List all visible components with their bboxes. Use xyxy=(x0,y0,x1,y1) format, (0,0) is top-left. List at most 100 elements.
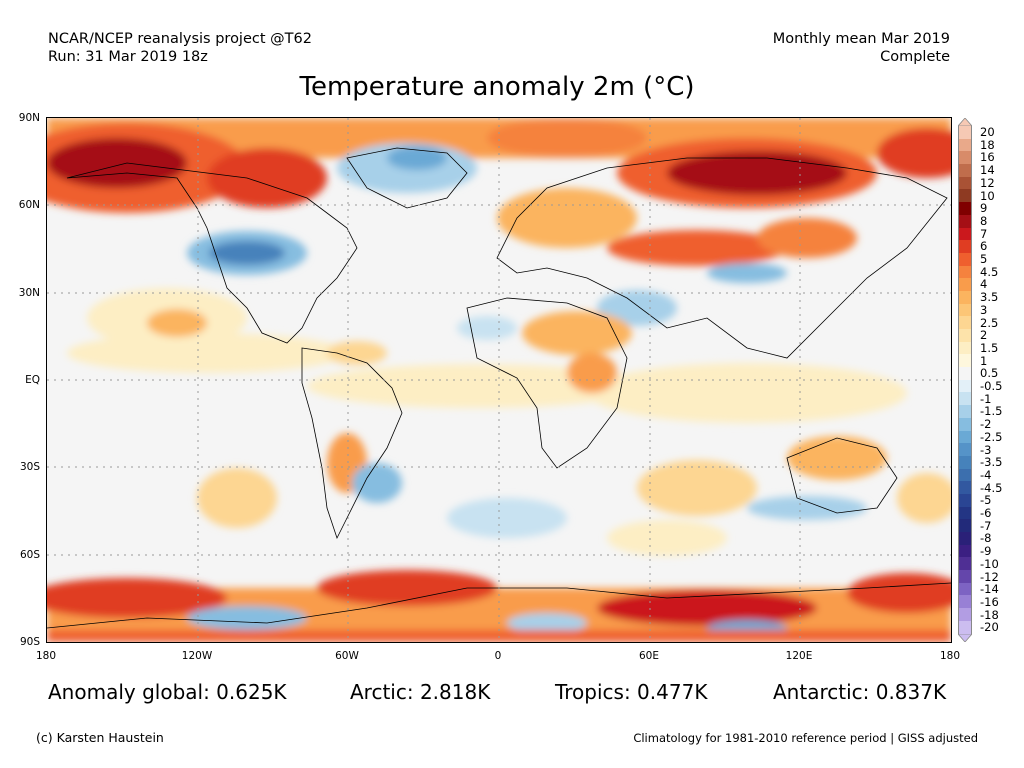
lon-label-120e: 120E xyxy=(785,650,813,662)
legend-swatch xyxy=(958,519,972,532)
lon-label-60w: 60W xyxy=(335,650,359,662)
climatology-note: Climatology for 1981-2010 reference peri… xyxy=(633,731,978,745)
stat-antarctic: Antarctic: 0.837K xyxy=(773,680,947,704)
legend-label: 12 xyxy=(980,175,995,190)
legend-swatch xyxy=(958,202,972,215)
legend-swatch xyxy=(958,379,972,393)
legend-label: -10 xyxy=(980,556,999,571)
stat-tropics: Tropics: 0.477K xyxy=(555,680,708,704)
period-line: Monthly mean Mar 2019 xyxy=(772,31,950,47)
legend-label: 1 xyxy=(980,353,988,368)
legend-swatch xyxy=(958,468,972,482)
lat-label-30s: 30S xyxy=(19,461,40,473)
lon-label-180e: 180 xyxy=(939,650,961,662)
status-line: Complete xyxy=(880,49,950,65)
legend-swatch xyxy=(958,214,972,228)
run-line: Run: 31 Mar 2019 18z xyxy=(48,49,208,65)
legend-swatch xyxy=(958,392,972,406)
coastlines xyxy=(47,147,951,629)
legend-label: 3 xyxy=(980,302,988,317)
legend-label: -2.5 xyxy=(980,429,1003,444)
legend-label: 20 xyxy=(980,125,995,139)
header-left: NCAR/NCEP reanalysis project @T62 Run: 3… xyxy=(48,30,312,66)
legend-swatch xyxy=(958,443,972,456)
legend-label: -12 xyxy=(980,569,999,584)
legend-swatch xyxy=(958,405,972,418)
legend-label: 16 xyxy=(980,150,995,165)
anomaly-map xyxy=(46,117,952,643)
legend-label: 14 xyxy=(980,163,995,178)
lat-label-30n: 30N xyxy=(18,287,40,299)
legend-swatch xyxy=(958,164,972,177)
legend-swatch xyxy=(958,620,972,634)
stat-arctic: Arctic: 2.818K xyxy=(350,680,491,704)
legend-swatch xyxy=(958,417,972,431)
legend-swatch xyxy=(958,341,972,355)
legend-swatch xyxy=(958,138,972,152)
lat-label-eq: EQ xyxy=(25,374,40,386)
lon-label-0: 0 xyxy=(494,650,502,662)
legend-swatch xyxy=(958,240,972,253)
lon-label-180w: 180 xyxy=(35,650,57,662)
lon-label-120w: 120W xyxy=(181,650,213,662)
legend-swatch xyxy=(958,252,972,266)
lat-label-90n: 90N xyxy=(18,112,40,124)
legend-swatch xyxy=(958,582,972,596)
legend-swatch xyxy=(958,544,972,558)
legend-label: 10 xyxy=(980,188,995,203)
map-title: Temperature anomaly 2m (°C) xyxy=(299,72,695,102)
legend-swatch xyxy=(958,329,972,342)
legend-label: -14 xyxy=(980,582,999,597)
legend-swatch xyxy=(958,570,972,583)
anomaly-field xyxy=(47,118,951,642)
legend-label: 4.5 xyxy=(980,264,999,279)
legend-label: -16 xyxy=(980,594,999,609)
legend-swatch xyxy=(958,278,972,291)
lon-label-60e: 60E xyxy=(639,650,659,662)
legend-label: 8 xyxy=(980,213,988,228)
legend-label: 7 xyxy=(980,226,988,241)
legend-swatch xyxy=(958,290,972,304)
legend-swatch xyxy=(958,481,972,494)
legend-swatch xyxy=(958,367,972,380)
stat-global: Anomaly global: 0.625K xyxy=(48,680,287,704)
legend-swatch xyxy=(958,557,972,571)
legend-swatch xyxy=(958,151,972,165)
legend-label: -5 xyxy=(980,493,992,508)
legend-swatch xyxy=(958,265,972,279)
legend-label: 3.5 xyxy=(980,290,999,305)
map-canvas xyxy=(47,118,951,642)
lat-label-90s: 90S xyxy=(19,636,40,648)
legend-label: 18 xyxy=(980,137,995,152)
legend-label: 5 xyxy=(980,252,988,266)
legend-label: -3.5 xyxy=(980,455,1003,470)
legend-swatch xyxy=(958,126,972,139)
legend-label: -4 xyxy=(980,467,992,482)
legend-label: -0.5 xyxy=(980,379,1003,393)
legend-label: -7 xyxy=(980,518,992,533)
legend-swatch xyxy=(958,430,972,444)
legend-label: -8 xyxy=(980,531,992,546)
legend-swatch xyxy=(958,354,972,368)
legend-label: -20 xyxy=(980,620,999,635)
legend-label: 2.5 xyxy=(980,315,999,330)
legend-swatch xyxy=(958,532,972,545)
legend-arrow-up-icon xyxy=(958,118,972,126)
legend-label: -4.5 xyxy=(980,480,1003,495)
lat-label-60n: 60N xyxy=(18,199,40,211)
header-right: Monthly mean Mar 2019 Complete xyxy=(773,30,950,66)
source-line: NCAR/NCEP reanalysis project @T62 xyxy=(48,31,312,47)
legend-label: 9 xyxy=(980,201,988,216)
legend-swatch xyxy=(958,227,972,241)
legend-swatch xyxy=(958,303,972,317)
legend-label: -3 xyxy=(980,442,992,457)
legend-label: 6 xyxy=(980,239,988,254)
legend-swatch xyxy=(958,493,972,507)
legend-arrow-down-icon xyxy=(958,633,972,642)
legend-label: -18 xyxy=(980,607,999,622)
legend-label: -9 xyxy=(980,544,992,559)
legend-swatch xyxy=(958,506,972,520)
legend-swatch xyxy=(958,316,972,329)
legend-label: 2 xyxy=(980,328,988,343)
lat-label-60s: 60S xyxy=(19,549,40,561)
